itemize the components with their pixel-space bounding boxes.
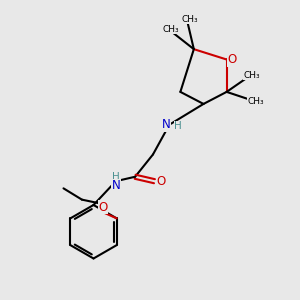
Text: H: H bbox=[174, 121, 182, 131]
Text: N: N bbox=[161, 118, 170, 131]
Text: CH₃: CH₃ bbox=[244, 71, 260, 80]
Text: O: O bbox=[156, 175, 166, 188]
Text: CH₃: CH₃ bbox=[181, 15, 198, 24]
Text: CH₃: CH₃ bbox=[247, 97, 264, 106]
Text: N: N bbox=[111, 179, 120, 192]
Text: O: O bbox=[227, 53, 237, 66]
Text: CH₃: CH₃ bbox=[162, 25, 179, 34]
Text: O: O bbox=[98, 201, 107, 214]
Text: H: H bbox=[112, 172, 120, 182]
